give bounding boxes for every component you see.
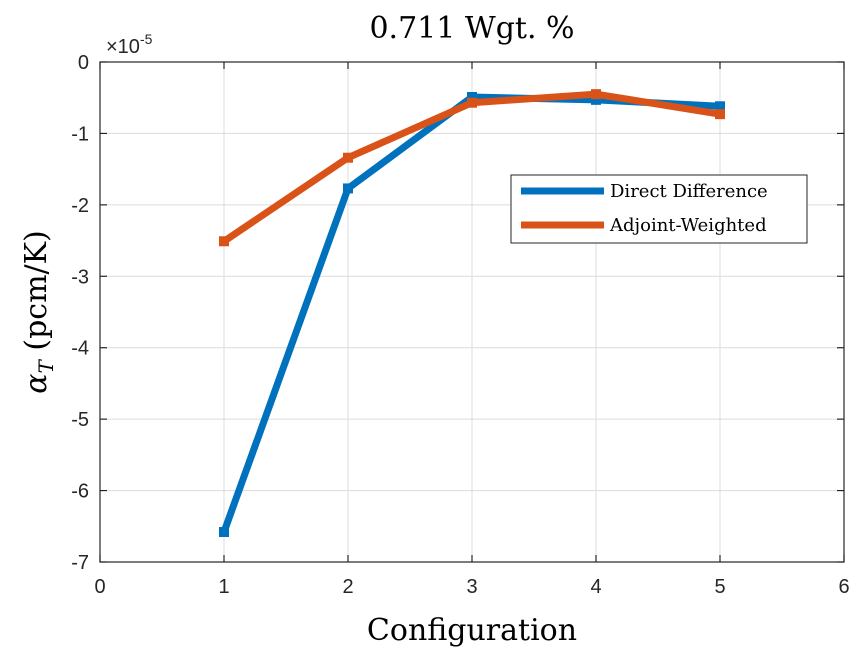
chart-title: 0.711 Wgt. % bbox=[369, 11, 574, 46]
y-tick-label: -1 bbox=[71, 123, 89, 145]
y-exponent-label: ×10-5 bbox=[106, 31, 153, 58]
y-tick-label: -4 bbox=[71, 338, 89, 360]
data-point-direct-difference bbox=[219, 527, 229, 537]
data-point-adjoint-weighted bbox=[343, 152, 353, 163]
data-point-direct-difference bbox=[343, 183, 353, 194]
y-tick-label: -2 bbox=[71, 195, 89, 217]
legend-label-direct-difference: Direct Difference bbox=[610, 181, 768, 202]
y-axis-symbol: α bbox=[19, 374, 54, 394]
x-tick-label: 1 bbox=[218, 576, 229, 598]
y-axis-label: αT (pcm/K) bbox=[19, 230, 58, 394]
legend: Direct Difference Adjoint-Weighted bbox=[510, 174, 808, 244]
y-tick-label: -5 bbox=[71, 409, 89, 431]
x-tick-label: 6 bbox=[838, 576, 849, 598]
data-point-direct-difference bbox=[591, 94, 601, 105]
x-tick-label: 0 bbox=[94, 576, 105, 598]
x-tick-label: 3 bbox=[466, 576, 477, 598]
data-point-direct-difference bbox=[715, 101, 725, 112]
y-tick-label: -7 bbox=[71, 552, 89, 574]
legend-label-adjoint-weighted: Adjoint-Weighted bbox=[609, 215, 767, 236]
y-exponent-prefix: ×10 bbox=[106, 36, 140, 58]
y-exponent-power: -5 bbox=[140, 31, 153, 47]
x-tick-label: 4 bbox=[590, 576, 601, 598]
y-tick-label: -3 bbox=[71, 266, 89, 288]
x-tick-label: 2 bbox=[342, 576, 353, 598]
series-lines bbox=[219, 89, 725, 537]
y-axis-subscript: T bbox=[34, 359, 58, 374]
y-axis-unit: (pcm/K) bbox=[19, 230, 54, 360]
data-point-adjoint-weighted bbox=[715, 109, 725, 120]
y-tick-label: 0 bbox=[78, 52, 89, 74]
x-tick-label: 5 bbox=[714, 576, 725, 598]
y-tick-label: -6 bbox=[71, 481, 89, 503]
data-point-adjoint-weighted bbox=[591, 89, 601, 100]
x-axis-label: Configuration bbox=[367, 613, 577, 648]
data-point-adjoint-weighted bbox=[219, 236, 229, 247]
legend-box bbox=[510, 174, 808, 244]
data-point-adjoint-weighted bbox=[467, 97, 477, 108]
data-point-direct-difference bbox=[467, 92, 477, 102]
axis-ticks: 0 1 2 3 4 5 6 0 -1 -2 -3 -4 -5 -6 -7 bbox=[71, 52, 849, 598]
